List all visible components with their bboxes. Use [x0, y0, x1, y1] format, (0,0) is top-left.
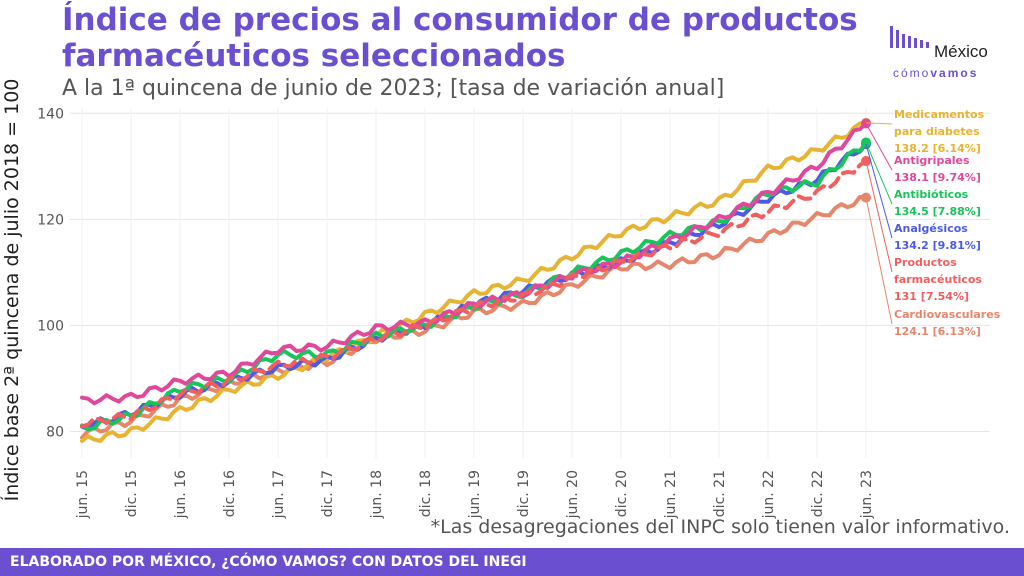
series-name-label: Antigripales — [894, 154, 970, 167]
x-tick-label: dic. 19 — [516, 470, 532, 517]
y-tick-labels: 80 100 120 140 — [37, 106, 64, 440]
x-tick-label: jun. 22 — [761, 470, 777, 519]
series-name-label: Medicamentos — [894, 108, 985, 121]
series-value-label: 138.1 [9.74%] — [894, 171, 981, 184]
series-name-label: farmacéuticos — [894, 273, 982, 286]
x-tick-label: dic. 18 — [418, 470, 434, 517]
label-leader-line — [865, 123, 893, 171]
series-line — [80, 120, 868, 443]
y-tick-label: 100 — [37, 318, 64, 334]
x-tick-label: jun. 19 — [467, 470, 483, 519]
x-tick-label: dic. 15 — [124, 470, 140, 517]
x-tick-label: jun. 17 — [271, 470, 287, 519]
chart-grid — [70, 108, 990, 458]
x-tick-labels: jun. 15 dic. 15 jun. 16 dic. 16 jun. 17 dic. … — [75, 470, 875, 519]
series-name-label: para diabetes — [894, 125, 980, 138]
series-value-label: 134.2 [9.81%] — [894, 239, 981, 252]
y-tick-label: 120 — [37, 212, 64, 228]
label-leader-line — [865, 197, 893, 325]
chart-title: Índice de precios al consumidor de produ… — [62, 2, 858, 74]
y-tick-label: 140 — [37, 106, 64, 122]
series-value-label: 134.5 [7.88%] — [894, 205, 981, 218]
logo-bars-icon — [890, 26, 929, 48]
label-leader-line — [865, 122, 893, 125]
x-tick-label: jun. 20 — [565, 470, 581, 519]
x-tick-label: dic. 20 — [614, 470, 630, 517]
x-tick-label: jun. 23 — [859, 470, 875, 519]
series-line — [80, 159, 868, 429]
x-tick-label: dic. 16 — [222, 470, 238, 517]
y-tick-label: 80 — [46, 424, 64, 440]
x-tick-label: jun. 21 — [663, 470, 679, 519]
footer-credit: ELABORADO POR MÉXICO, ¿CÓMO VAMOS? CON D… — [0, 548, 1024, 576]
series-value-label: 124.1 [6.13%] — [894, 325, 981, 338]
x-tick-label: dic. 21 — [712, 470, 728, 517]
series-name-label: Antibióticos — [894, 188, 969, 201]
x-tick-label: jun. 16 — [173, 470, 189, 519]
label-leader-line — [865, 160, 893, 273]
logo-name: México — [934, 42, 988, 61]
x-tick-label: dic. 17 — [320, 470, 336, 517]
x-tick-label: jun. 18 — [369, 470, 385, 519]
series-name-label: Analgésicos — [894, 222, 968, 235]
logo-sub-b: vamos — [930, 66, 979, 80]
logo-sub-a: cómo — [893, 66, 931, 80]
x-tick-label: jun. 15 — [75, 470, 91, 519]
series-line — [80, 121, 868, 406]
label-leader-line — [865, 143, 893, 239]
label-leader-line — [865, 142, 893, 205]
line-chart: 80 100 120 140 jun. 15 dic. 15 jun. 16 dic. 16… — [37, 106, 1001, 519]
series-value-label: 138.2 [6.14%] — [894, 142, 981, 155]
series-lines — [80, 117, 871, 443]
logo-subtext: cómovamos — [893, 66, 978, 80]
chart-subtitle: A la 1ª quincena de junio de 2023; [tasa… — [62, 76, 725, 101]
footnote: *Las desagregaciones del INPC solo tiene… — [430, 516, 1010, 538]
series-name-label: Productos — [894, 256, 957, 269]
x-tick-label: dic. 22 — [810, 470, 826, 517]
series-name-label: Cardiovasculares — [894, 308, 1001, 321]
series-value-label: 131 [7.54%] — [894, 290, 969, 303]
